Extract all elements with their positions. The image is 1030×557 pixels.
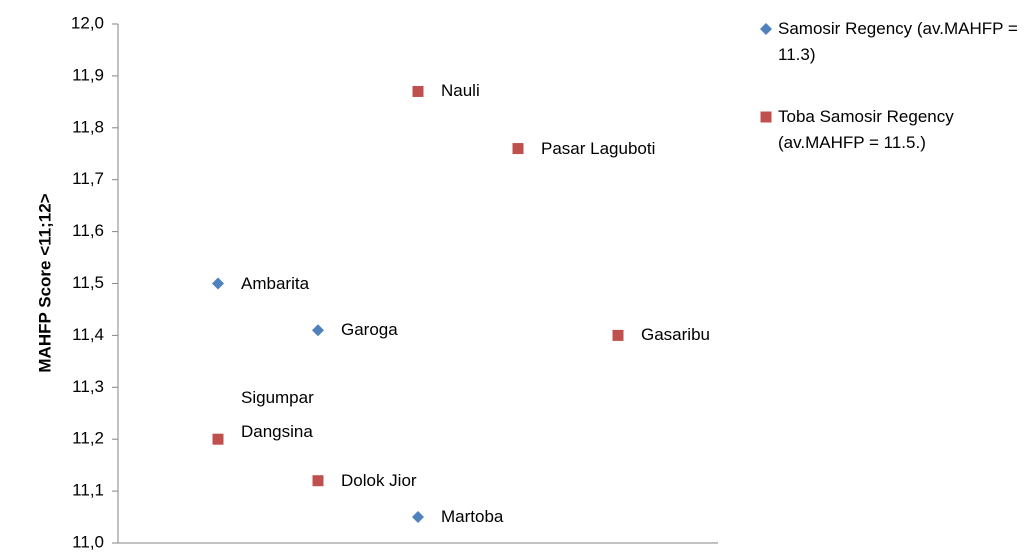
point	[212, 433, 224, 445]
point-label: Nauli	[441, 81, 480, 101]
point-label: Garoga	[341, 320, 398, 340]
y-tick-label: 11,6	[72, 221, 104, 240]
y-axis-label: MAHFP Score <11;12>	[35, 193, 54, 372]
y-tick-label: 11,3	[72, 377, 104, 396]
y-tick-label: 11,1	[72, 481, 104, 500]
point	[412, 511, 424, 524]
y-tick-label: 12,0	[71, 13, 104, 32]
y-tick-label: 11,9	[72, 65, 104, 84]
y-tick-label: 11,4	[72, 325, 104, 344]
legend-swatch	[760, 111, 772, 123]
point-label: Pasar Laguboti	[541, 138, 656, 158]
point	[212, 277, 224, 290]
legend-label: Samosir Regency (av.MAHFP = 11.3)	[778, 19, 1018, 64]
point	[612, 329, 624, 341]
legend-label: Toba Samosir Regency (av.MAHFP = 11.5.)	[778, 107, 954, 152]
point-label: Gasaribu	[641, 325, 710, 345]
point	[312, 324, 324, 337]
point-label: Dolok Jior	[341, 470, 417, 490]
point-label: Martoba	[441, 507, 504, 527]
point	[412, 85, 424, 97]
point-label: Sigumpar Dangsina	[241, 388, 314, 442]
point	[512, 143, 524, 155]
y-tick-label: 11,8	[72, 117, 104, 136]
legend-swatch	[760, 23, 772, 35]
point-label: Ambarita	[241, 273, 310, 293]
y-tick-label: 11,7	[72, 169, 104, 188]
y-tick-label: 11,0	[72, 532, 104, 551]
y-tick-label: 11,2	[72, 429, 104, 448]
point	[312, 475, 324, 487]
y-tick-label: 11,5	[72, 273, 104, 292]
